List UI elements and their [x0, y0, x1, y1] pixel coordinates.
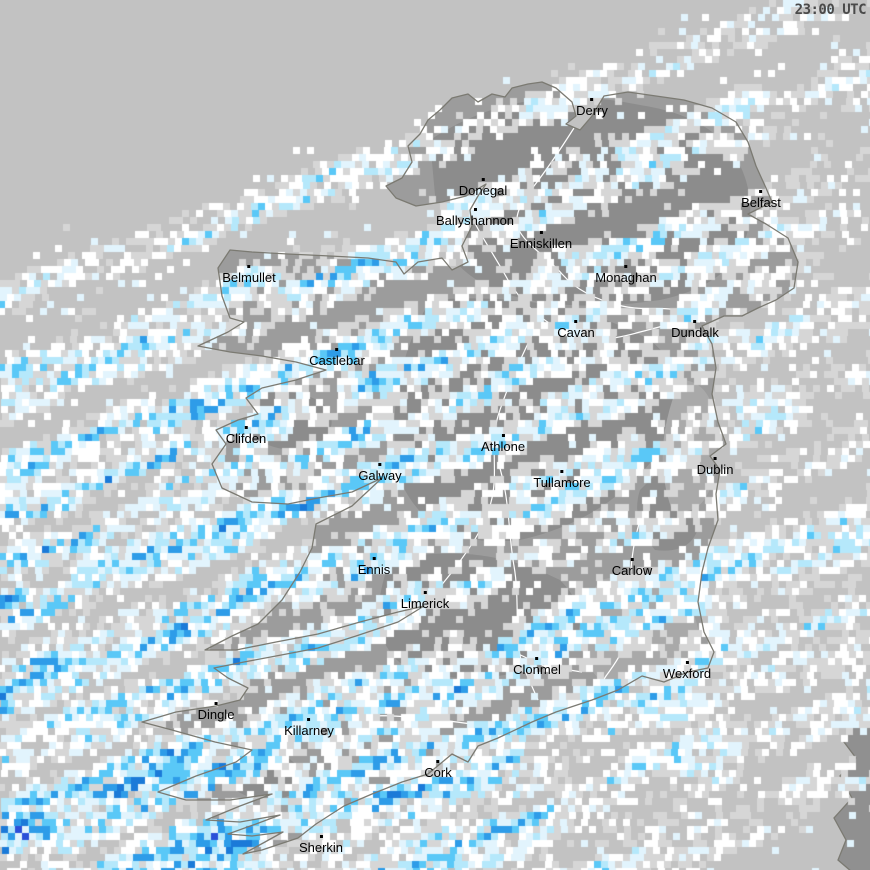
city-marker-dot [535, 657, 539, 660]
city-name: Cork [424, 765, 452, 780]
city-name: Castlebar [309, 353, 365, 368]
city-label: Clonmel [513, 657, 561, 676]
city-label: Castlebar [309, 348, 365, 367]
city-marker-dot [693, 320, 697, 323]
city-marker-dot [713, 457, 717, 460]
city-name: Belmullet [222, 270, 276, 285]
city-marker-dot [481, 178, 485, 181]
city-name: Killarney [284, 723, 334, 738]
city-marker-dot [378, 463, 382, 466]
city-marker-dot [759, 190, 763, 193]
city-name: Dundalk [671, 325, 719, 340]
city-name: Carlow [611, 563, 653, 578]
city-marker-dot [335, 348, 339, 351]
city-label: Dingle [197, 702, 235, 722]
city-name: Clonmel [513, 662, 561, 677]
city-label: Monaghan [595, 265, 657, 285]
city-label: Derry [576, 98, 608, 117]
city-marker-dot [307, 718, 311, 721]
city-name: Tullamore [533, 475, 591, 490]
city-marker-dot [590, 98, 594, 101]
city-label: Dundalk [671, 320, 719, 339]
city-label: Carlow [612, 558, 652, 577]
city-name: Sherkin [298, 840, 344, 855]
city-name: Enniskillen [509, 236, 573, 251]
city-label: Belmullet [222, 265, 276, 285]
city-label: Ennis [357, 557, 391, 577]
city-name: Athlone [480, 439, 526, 454]
city-name: Clifden [225, 431, 267, 446]
city-marker-dot [574, 320, 578, 323]
city-marker-dot [473, 208, 477, 211]
city-marker-dot [501, 434, 505, 437]
city-label: Belfast [741, 190, 781, 209]
city-label: Wexford [663, 661, 711, 680]
city-marker-dot [423, 591, 427, 594]
city-name: Cavan [557, 325, 595, 340]
city-name: Limerick [400, 596, 450, 611]
city-marker-dot [372, 557, 376, 560]
city-label: Athlone [481, 434, 525, 453]
city-label: Enniskillen [510, 231, 572, 250]
city-label: Galway [358, 463, 402, 483]
timestamp: 23:00 UTC [794, 2, 867, 18]
city-marker-dot [436, 760, 440, 763]
city-marker-dot [624, 265, 628, 268]
city-name: Belfast [741, 195, 781, 210]
city-label: Tullamore [533, 470, 591, 490]
city-label: Ballyshannon [436, 208, 514, 227]
city-name: Derry [576, 103, 608, 118]
city-label: Sherkin [299, 835, 343, 854]
city-marker-dot [685, 661, 689, 664]
city-name: Dingle [197, 707, 235, 722]
city-label: Dublin [696, 457, 734, 477]
city-name: Wexford [662, 666, 712, 681]
city-marker-dot [244, 426, 248, 429]
city-marker-dot [539, 231, 543, 234]
city-label: Clifden [226, 426, 266, 445]
city-label: Cork [424, 760, 452, 780]
city-marker-dot [560, 470, 564, 473]
city-name: Monaghan [595, 270, 657, 285]
city-marker-dot [630, 558, 634, 561]
city-name: Galway [358, 468, 402, 483]
city-label: Cavan [557, 320, 595, 339]
city-marker-dot [247, 265, 251, 268]
city-label: Donegal [459, 178, 507, 197]
city-marker-dot [214, 702, 218, 705]
city-label: Killarney [284, 718, 334, 737]
city-name: Dublin [696, 462, 734, 477]
city-name: Donegal [458, 183, 508, 198]
city-label: Limerick [401, 591, 449, 610]
city-marker-dot [319, 835, 323, 838]
city-name: Ennis [357, 562, 391, 577]
city-name: Ballyshannon [435, 213, 515, 228]
